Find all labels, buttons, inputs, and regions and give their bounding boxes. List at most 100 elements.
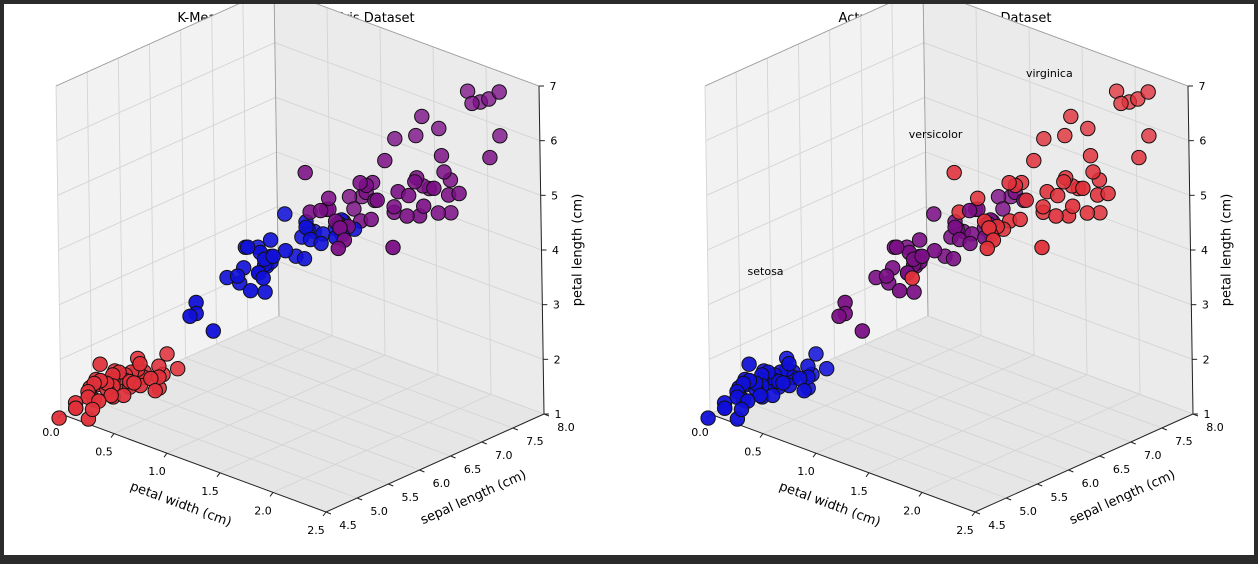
z-tick-label: 7 — [1199, 80, 1206, 93]
data-point — [312, 202, 329, 219]
y-tick — [325, 511, 332, 515]
data-point — [51, 410, 67, 426]
z-tick-label: 3 — [1202, 299, 1209, 312]
data-point — [255, 270, 271, 286]
data-point — [240, 239, 256, 255]
data-point — [1036, 131, 1052, 147]
data-point — [159, 346, 175, 362]
z-tick-label: 6 — [1199, 135, 1206, 148]
data-point — [904, 270, 920, 286]
data-point — [1075, 180, 1091, 197]
data-point — [1018, 192, 1034, 208]
z-tick-label: 5 — [551, 189, 558, 202]
chart-kmeans: K-Means Clusters for the Iris Dataset0.0… — [42, 4, 586, 537]
data-point — [717, 400, 733, 416]
y-tick — [356, 497, 363, 501]
data-point — [147, 383, 163, 399]
x-tick-label: 1.0 — [148, 465, 166, 478]
x-tick-label: 0.0 — [42, 426, 60, 439]
scatter-points — [51, 83, 508, 427]
data-point — [401, 187, 417, 204]
data-point — [979, 240, 995, 257]
data-point — [819, 361, 835, 377]
data-point — [945, 251, 962, 267]
data-point — [262, 232, 279, 248]
x-tick-label: 2.0 — [903, 504, 921, 517]
x-tick-label: 0.5 — [95, 446, 113, 459]
gridline-z — [924, 96, 1190, 196]
y-tick-label: 6.5 — [464, 463, 482, 476]
z-tick-label: 3 — [553, 299, 560, 312]
scatter-points — [700, 83, 1157, 427]
data-point — [946, 164, 962, 181]
data-point — [369, 192, 385, 208]
y-tick — [1130, 441, 1136, 445]
data-point — [296, 251, 313, 267]
y-tick — [1005, 497, 1012, 501]
gridline-z — [56, 42, 276, 142]
data-point — [491, 84, 507, 100]
data-point — [407, 174, 423, 190]
pane-edge — [704, 4, 889, 87]
x-tick — [110, 433, 115, 438]
data-point — [1001, 175, 1017, 191]
gridline-x — [762, 335, 982, 435]
data-point — [103, 387, 119, 404]
gridline-x — [815, 354, 1035, 454]
data-point — [854, 323, 870, 339]
data-point — [1048, 208, 1064, 224]
y-tick — [1068, 469, 1074, 473]
x-tick — [812, 452, 817, 458]
x-tick — [971, 511, 976, 517]
data-point — [1050, 187, 1066, 204]
x-axis-line — [709, 413, 976, 513]
data-point — [68, 400, 84, 416]
data-point — [962, 235, 978, 252]
z-tick-label: 1 — [555, 408, 562, 421]
y-tick — [419, 469, 425, 473]
gridline-y — [154, 371, 420, 471]
x-tick — [918, 492, 923, 497]
gridlines — [704, 4, 1194, 513]
data-point — [92, 356, 108, 372]
data-point — [906, 284, 922, 300]
z-tick-label: 4 — [552, 244, 559, 257]
data-point — [781, 356, 797, 372]
data-point — [752, 387, 768, 404]
figure: K-Means Clusters for the Iris Dataset0.0… — [4, 4, 1254, 555]
x-tick — [163, 452, 168, 458]
gridline-y — [740, 399, 1007, 499]
x-tick-label: 1.5 — [850, 485, 868, 498]
gridline-z — [706, 96, 925, 196]
gridline-y — [91, 399, 358, 499]
data-point — [84, 401, 101, 418]
data-point — [433, 148, 450, 164]
y-tick-label: 7.5 — [1175, 435, 1193, 448]
y-tick-label: 7.5 — [526, 435, 544, 448]
y-tick — [974, 511, 981, 515]
y-tick-label: 5.5 — [1051, 491, 1069, 504]
gridline-x — [272, 393, 492, 493]
data-point — [1141, 128, 1157, 144]
data-point — [1079, 205, 1096, 221]
data-point — [464, 95, 480, 112]
data-point — [313, 235, 329, 252]
y-tick-label: 4.5 — [339, 519, 357, 532]
data-point — [321, 190, 337, 207]
gridline-z — [705, 42, 925, 142]
data-point — [182, 308, 198, 324]
gridline-y — [123, 385, 389, 485]
x-tick-label: 1.5 — [201, 485, 219, 498]
z-tick-label: 5 — [1200, 189, 1207, 202]
annotation-label: versicolor — [909, 128, 963, 141]
pane-edge — [965, 4, 1189, 87]
x-tick-label: 2.5 — [307, 524, 325, 537]
gridline-y — [247, 329, 514, 429]
data-point — [1140, 84, 1156, 100]
gridline-x — [219, 374, 439, 474]
y-axis-line — [974, 413, 1194, 513]
y-tick — [1099, 455, 1105, 459]
data-point — [297, 164, 313, 181]
data-point — [352, 175, 368, 191]
data-point — [416, 198, 432, 214]
